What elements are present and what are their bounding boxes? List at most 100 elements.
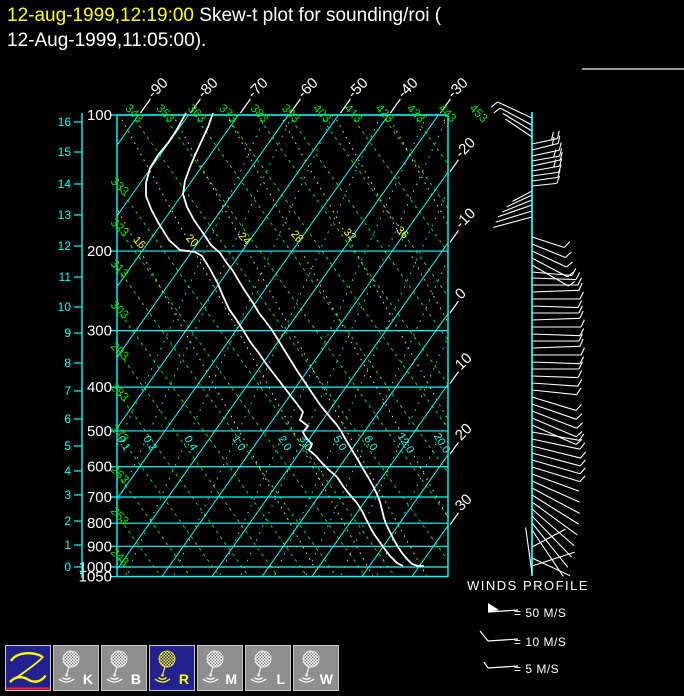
plot-grid-area: [117, 115, 448, 577]
top-temp-label--30: -30: [444, 74, 471, 101]
wind-legend-10ms-label: = 10 M/S: [514, 635, 567, 649]
theta-label-293: 293: [108, 339, 132, 363]
theta-label-353: 353: [154, 101, 178, 125]
theta-label-453: 453: [467, 101, 491, 125]
toolbar-button-k[interactable]: K: [53, 645, 99, 691]
toolbar-button-b[interactable]: B: [101, 645, 147, 691]
z-logo-icon: [6, 652, 50, 690]
isotherms-group: [117, 115, 448, 577]
pressure-label-500: 500: [87, 423, 112, 440]
moist-label-28: 28: [288, 228, 305, 245]
height-label-4km: 4: [64, 464, 71, 478]
toolbar-button-letter: R: [178, 671, 189, 687]
page-title: 12-aug-1999,12:19:00 Skew-t plot for sou…: [7, 3, 607, 53]
toolbar-button-logo[interactable]: [5, 645, 51, 691]
balloon-icon: [106, 650, 128, 683]
height-label-9km: 9: [64, 326, 71, 340]
theta-label-403: 403: [310, 101, 334, 125]
theta-label-423: 423: [373, 101, 397, 125]
height-label-7km: 7: [64, 384, 71, 398]
toolbar-button-letter: K: [82, 671, 93, 687]
top-temp-label--40: -40: [394, 74, 421, 101]
height-label-15km: 15: [58, 145, 72, 159]
pressure-label-1050: 1050: [79, 569, 112, 586]
pressure-label-700: 700: [87, 489, 112, 506]
theta-label-323: 323: [108, 215, 132, 239]
height-label-8km: 8: [64, 356, 71, 370]
wind-legend-50ms-label: = 50 M/S: [514, 606, 567, 620]
theta-label-393: 393: [279, 101, 303, 125]
pressure-label-400: 400: [87, 379, 112, 396]
toolbar-button-l[interactable]: L: [245, 645, 291, 691]
height-label-5km: 5: [64, 439, 71, 453]
mixing-ratio-label-12.0: 12.0: [395, 431, 417, 456]
height-label-14km: 14: [58, 177, 72, 191]
toolbar-button-w[interactable]: W: [293, 645, 339, 691]
theta-label-303: 303: [108, 298, 132, 322]
height-label-2km: 2: [64, 514, 71, 528]
theta-label-413: 413: [341, 101, 365, 125]
balloon-icon: [298, 650, 320, 683]
moist-label-16: 16: [131, 234, 148, 251]
height-label-10km: 10: [58, 300, 72, 314]
pressure-label-800: 800: [87, 515, 112, 532]
toolbar-button-r[interactable]: R: [149, 645, 195, 691]
mixing-ratio-label-0.4: 0.4: [181, 434, 199, 453]
toolbar-button-letter: M: [225, 671, 237, 687]
top-temp-label--80: -80: [194, 74, 221, 101]
height-label-11km: 11: [59, 270, 72, 284]
height-label-6km: 6: [64, 412, 71, 426]
height-label-16km: 16: [58, 115, 72, 129]
right-temp-label-0: 0: [452, 285, 470, 303]
winds-profile-title: WINDS PROFILE: [467, 578, 590, 593]
mixing-ratio-label-8.0: 8.0: [361, 434, 379, 453]
theta-label-443: 443: [435, 101, 459, 125]
height-label-3km: 3: [64, 488, 71, 502]
top-temp-label--50: -50: [344, 74, 371, 101]
theta-label-313: 313: [108, 257, 132, 281]
toolbar-button-letter: W: [319, 671, 333, 687]
theta-label-333: 333: [108, 174, 132, 198]
pressure-label-600: 600: [87, 459, 112, 476]
toolbar: K B R: [5, 645, 339, 691]
toolbar-button-letter: B: [130, 671, 141, 687]
title-timestamp: 12-aug-1999,12:19:00: [7, 5, 194, 26]
dewpoint-curve: [145, 112, 404, 567]
right-temp-label-30: 30: [452, 491, 476, 515]
title-text: Skew-t plot for sounding/roi (: [194, 5, 442, 26]
plot-box: [116, 114, 449, 578]
right-temp-label--20: -20: [452, 134, 479, 161]
moist-label-24: 24: [236, 230, 253, 247]
theta-label-363: 363: [185, 101, 209, 125]
balloon-icon: [202, 650, 224, 683]
moist-label-32: 32: [341, 226, 358, 243]
theta-label-373: 373: [216, 101, 240, 125]
top-temp-label--70: -70: [244, 74, 271, 101]
wind-profile-group: [491, 101, 587, 577]
moist-label-20: 20: [183, 232, 200, 249]
pressure-label-200: 200: [87, 243, 112, 260]
title-line2: 12-Aug-1999,11:05:00).: [7, 30, 207, 51]
top-temp-label--60: -60: [294, 74, 321, 101]
top-temp-label--90: -90: [144, 74, 171, 101]
height-label-1km: 1: [64, 538, 71, 552]
pressure-label-1000: 1000: [79, 559, 112, 576]
mixing-ratio-label-5.0: 5.0: [330, 434, 348, 453]
mixing-ratio-label-0.2: 0.2: [140, 434, 158, 453]
theta-label-343: 343: [122, 101, 146, 125]
toolbar-button-letter: L: [276, 671, 285, 687]
logo-red-underline: [6, 687, 50, 690]
wind-legend-5ms-label: = 5 M/S: [514, 662, 560, 676]
height-label-12km: 12: [58, 239, 72, 253]
pressure-label-900: 900: [87, 538, 112, 555]
mixing-ratio-label-2.0: 2.0: [275, 434, 293, 453]
right-temp-label-20: 20: [452, 420, 476, 444]
temperature-curve: [182, 112, 424, 567]
right-temp-labels-group: -20 -10 0 10 20 30: [449, 134, 479, 526]
theta-label-383: 383: [248, 101, 272, 125]
toolbar-button-m[interactable]: M: [197, 645, 243, 691]
